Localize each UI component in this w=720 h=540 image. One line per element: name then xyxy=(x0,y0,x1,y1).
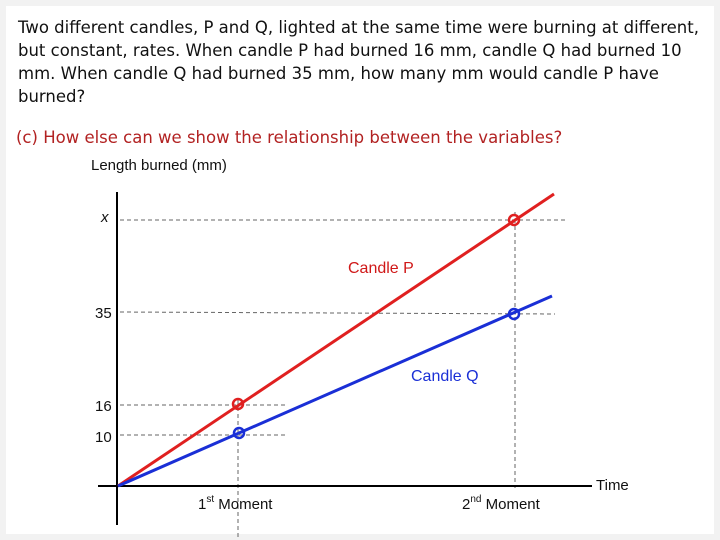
guide-35-level xyxy=(119,311,556,315)
x-label-first-moment: 1st Moment xyxy=(198,494,273,513)
question-c: (c) How else can we show the relationshi… xyxy=(16,126,706,149)
problem-statement: Two different candles, P and Q, lighted … xyxy=(18,18,699,106)
x-label-second-moment: 2nd Moment xyxy=(462,494,541,513)
candle-p-point-2 xyxy=(507,213,521,227)
y-tick-10: 10 xyxy=(95,429,112,446)
y-axis-title: Length burned (mm) xyxy=(91,157,227,174)
candle-q-label: Candle Q xyxy=(411,368,479,385)
y-tick-16: 16 xyxy=(95,398,112,415)
candle-p-label: Candle P xyxy=(348,260,414,277)
y-tick-35: 35 xyxy=(95,305,112,322)
x-axis-title: Time xyxy=(596,477,629,494)
candle-q-point-2 xyxy=(507,307,521,321)
question-text: How else can we show the relationship be… xyxy=(43,128,563,147)
y-tick-x: x xyxy=(100,209,109,226)
slide: Two different candles, P and Q, lighted … xyxy=(6,6,714,534)
candle-q-point-1 xyxy=(232,426,246,440)
candle-q-line xyxy=(117,294,553,488)
candle-p-point-1 xyxy=(231,397,245,411)
candle-p-line xyxy=(117,192,555,488)
question-label: (c) xyxy=(16,128,38,147)
